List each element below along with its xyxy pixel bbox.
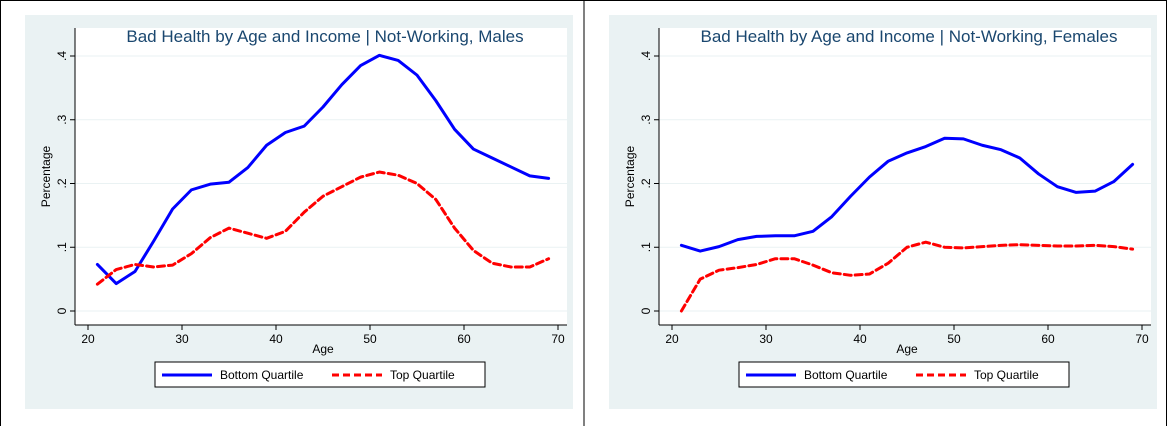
chart-title: Bad Health by Age and Income | Not-Worki… xyxy=(700,27,1117,46)
x-tick-label: 60 xyxy=(457,332,471,346)
x-tick-label: 50 xyxy=(947,332,961,346)
data-line xyxy=(95,53,551,286)
x-tick-label: 40 xyxy=(853,332,867,346)
data-line xyxy=(95,170,551,286)
y-tick-label: .3 xyxy=(639,114,653,124)
x-axis-label: Age xyxy=(312,342,334,356)
y-axis-label: Percentage xyxy=(623,145,637,207)
x-tick-label: 30 xyxy=(175,332,189,346)
y-tick-label: .2 xyxy=(55,178,69,188)
y-tick-label: .1 xyxy=(55,242,69,252)
y-tick-label: .1 xyxy=(639,242,653,252)
legend-label: Bottom Quartile xyxy=(804,368,888,382)
y-tick-label: .4 xyxy=(639,51,653,61)
plot-area xyxy=(75,28,567,325)
x-tick-label: 40 xyxy=(269,332,283,346)
x-tick-label: 70 xyxy=(551,332,565,346)
y-tick-label: 0 xyxy=(639,307,653,314)
data-line xyxy=(679,240,1135,313)
plot-area xyxy=(659,28,1151,325)
x-tick-label: 70 xyxy=(1135,332,1149,346)
data-line xyxy=(679,136,1135,253)
x-tick-label: 60 xyxy=(1041,332,1055,346)
y-tick-label: 0 xyxy=(55,307,69,314)
y-axis-label: Percentage xyxy=(39,145,53,207)
y-tick-label: .4 xyxy=(55,51,69,61)
x-tick-label: 30 xyxy=(759,332,773,346)
chart-title: Bad Health by Age and Income | Not-Worki… xyxy=(126,27,523,46)
x-axis-label: Age xyxy=(896,342,918,356)
chart-panel: Bad Health by Age and Income | Not-Worki… xyxy=(25,15,573,409)
legend-label: Bottom Quartile xyxy=(220,368,304,382)
y-tick-label: .2 xyxy=(639,178,653,188)
chart-panel: Bad Health by Age and Income | Not-Worki… xyxy=(609,15,1157,409)
legend-label: Top Quartile xyxy=(390,368,455,382)
x-tick-label: 20 xyxy=(81,332,95,346)
x-tick-label: 20 xyxy=(665,332,679,346)
legend-label: Top Quartile xyxy=(974,368,1039,382)
y-tick-label: .3 xyxy=(55,114,69,124)
x-tick-label: 50 xyxy=(363,332,377,346)
